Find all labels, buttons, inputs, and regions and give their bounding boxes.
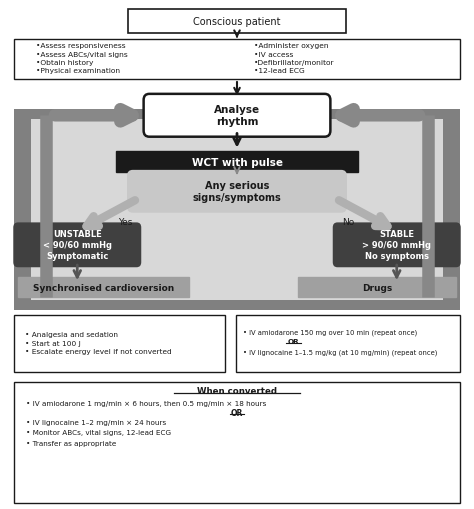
Text: •Administer oxygen
•IV access
•Defibrillator/monitor
•12-lead ECG: •Administer oxygen •IV access •Defibrill… xyxy=(254,43,334,74)
Bar xyxy=(298,277,456,298)
Text: • IV amiodarone 1 mg/min × 6 hours, then 0.5 mg/min × 18 hours: • IV amiodarone 1 mg/min × 6 hours, then… xyxy=(26,400,266,406)
Text: Synchronised cardioversion: Synchronised cardioversion xyxy=(33,283,174,292)
Bar xyxy=(14,40,460,80)
FancyBboxPatch shape xyxy=(144,95,330,137)
Bar xyxy=(14,316,225,373)
Text: • IV lignocaine 1–1.5 mg/kg (at 10 mg/min) (repeat once): • IV lignocaine 1–1.5 mg/kg (at 10 mg/mi… xyxy=(243,349,437,355)
Bar xyxy=(31,120,443,300)
Bar xyxy=(18,277,189,298)
Text: WCT with pulse: WCT with pulse xyxy=(191,157,283,167)
Text: STABLE
> 90/60 mmHg
No symptoms: STABLE > 90/60 mmHg No symptoms xyxy=(362,230,431,261)
Bar xyxy=(236,316,460,373)
Bar xyxy=(14,109,460,310)
Text: • Analgesia and sedation
• Start at 100 J
• Escalate energy level if not convert: • Analgesia and sedation • Start at 100 … xyxy=(25,331,171,355)
Text: Drugs: Drugs xyxy=(362,283,392,292)
Text: • Transfer as appropriate: • Transfer as appropriate xyxy=(26,440,117,446)
Text: UNSTABLE
< 90/60 mmHg
Symptomatic: UNSTABLE < 90/60 mmHg Symptomatic xyxy=(43,230,112,261)
FancyBboxPatch shape xyxy=(127,171,347,213)
Bar xyxy=(116,152,358,173)
Text: No: No xyxy=(342,218,355,227)
Text: OR: OR xyxy=(231,408,243,417)
Text: When converted: When converted xyxy=(197,386,277,395)
FancyBboxPatch shape xyxy=(13,223,141,268)
FancyBboxPatch shape xyxy=(333,223,461,268)
Text: • Monitor ABCs, vital signs, 12-lead ECG: • Monitor ABCs, vital signs, 12-lead ECG xyxy=(26,430,171,436)
Bar xyxy=(128,10,346,34)
Text: • IV amiodarone 150 mg over 10 min (repeat once): • IV amiodarone 150 mg over 10 min (repe… xyxy=(243,329,417,335)
Text: • IV lignocaine 1–2 mg/min × 24 hours: • IV lignocaine 1–2 mg/min × 24 hours xyxy=(26,419,166,426)
Text: OR: OR xyxy=(288,338,300,344)
Bar xyxy=(14,382,460,503)
Text: Any serious
signs/symptoms: Any serious signs/symptoms xyxy=(192,181,282,203)
Text: Yes: Yes xyxy=(118,218,133,227)
Text: Conscious patient: Conscious patient xyxy=(193,17,281,27)
Text: Analyse
rhythm: Analyse rhythm xyxy=(214,105,260,127)
Text: •Assess responsiveness
•Assess ABCs/vital signs
•Obtain history
•Physical examin: •Assess responsiveness •Assess ABCs/vita… xyxy=(36,43,128,74)
